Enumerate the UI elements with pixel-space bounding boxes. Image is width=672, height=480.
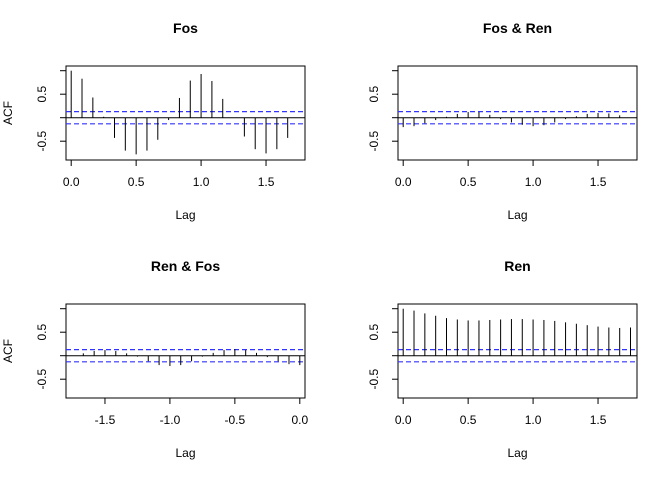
x-tick-label: 1.5 bbox=[258, 175, 275, 189]
x-tick-label: 0.0 bbox=[395, 413, 412, 427]
x-tick-label: 0.5 bbox=[128, 175, 145, 189]
panel-title: Ren & Fos bbox=[151, 258, 220, 274]
x-tick-label: 1.0 bbox=[525, 413, 542, 427]
acf-panel-4: Ren 0.0 0.5 1.0 1.5 -0.5 0.5 Lag bbox=[367, 258, 638, 460]
acf-panel-3: Ren & Fos -1.5 -1.0 -0.5 0.0 -0.5 0.5 Lag ACF bbox=[1, 258, 308, 460]
x-axis-label: Lag bbox=[507, 208, 527, 222]
y-tick-label: 0.5 bbox=[35, 324, 49, 341]
x-axis-label: Lag bbox=[175, 208, 195, 222]
y-tick-label: -0.5 bbox=[35, 131, 49, 152]
y-tick-label: -0.5 bbox=[35, 369, 49, 390]
panel-title: Fos bbox=[173, 20, 198, 36]
x-axis-label: Lag bbox=[175, 446, 195, 460]
y-tick-label: 0.5 bbox=[35, 86, 49, 103]
y-tick-label: -0.5 bbox=[367, 369, 381, 390]
y-axis-label: ACF bbox=[1, 339, 15, 363]
x-tick-label: 1.0 bbox=[525, 175, 542, 189]
x-tick-label: -0.5 bbox=[225, 413, 246, 427]
plot-frame bbox=[65, 65, 306, 161]
y-tick-label: -0.5 bbox=[367, 131, 381, 152]
panel-title: Fos & Ren bbox=[483, 20, 552, 36]
plot-frame bbox=[65, 303, 306, 399]
plot-frame bbox=[397, 303, 638, 399]
acf-panel-2: Fos & Ren 0.0 0.5 1.0 1.5 -0.5 0.5 Lag bbox=[367, 20, 638, 222]
x-tick-label: 1.5 bbox=[590, 175, 607, 189]
x-tick-label: 0.0 bbox=[395, 175, 412, 189]
x-tick-label: 0.5 bbox=[460, 413, 477, 427]
x-tick-label: -1.5 bbox=[95, 413, 116, 427]
y-tick-label: 0.5 bbox=[367, 86, 381, 103]
x-tick-label: 0.0 bbox=[291, 413, 308, 427]
x-tick-label: 1.0 bbox=[193, 175, 210, 189]
x-tick-label: -1.0 bbox=[160, 413, 181, 427]
x-axis-label: Lag bbox=[507, 446, 527, 460]
x-tick-label: 0.5 bbox=[460, 175, 477, 189]
y-axis-label: ACF bbox=[1, 101, 15, 125]
x-tick-label: 0.0 bbox=[63, 175, 80, 189]
x-tick-label: 1.5 bbox=[590, 413, 607, 427]
acf-panel-1: Fos 0.0 0.5 1.0 1.5 -0.5 0.5 Lag ACF bbox=[1, 20, 306, 222]
panel-title: Ren bbox=[504, 258, 530, 274]
plot-frame bbox=[397, 65, 638, 161]
y-tick-label: 0.5 bbox=[367, 324, 381, 341]
